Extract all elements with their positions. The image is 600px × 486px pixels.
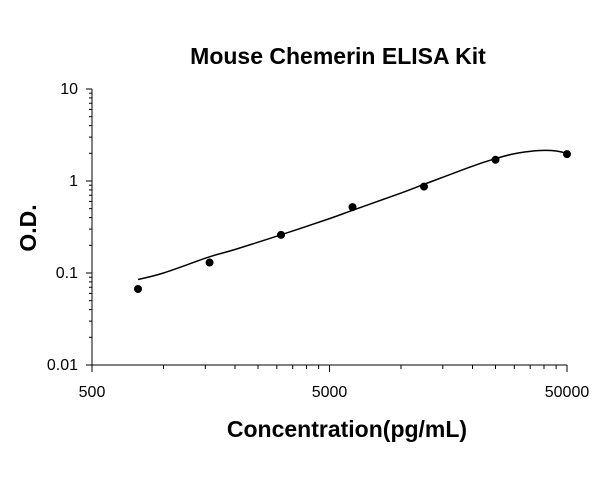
data-point — [277, 230, 286, 239]
y-axis-label: O.D. — [15, 204, 41, 251]
x-tick-label: 50000 — [545, 384, 590, 401]
y-tick-label: 10 — [60, 81, 78, 98]
data-point — [133, 285, 142, 294]
data-point — [563, 150, 571, 159]
x-tick-label: 500 — [79, 384, 106, 401]
x-tick-label: 5000 — [312, 384, 348, 401]
y-tick-label: 0.01 — [47, 357, 78, 374]
x-axis-label: Concentration(pg/mL) — [227, 416, 467, 442]
data-point — [420, 182, 429, 191]
data-points — [133, 150, 571, 294]
fit-curve — [137, 149, 568, 281]
fit-curve-group — [137, 149, 568, 281]
data-point — [491, 155, 500, 164]
axes — [86, 88, 568, 372]
data-point — [348, 203, 357, 212]
data-point — [205, 258, 214, 267]
chart-title: Mouse Chemerin ELISA Kit — [190, 43, 486, 69]
y-tick-label: 1 — [69, 173, 78, 190]
y-tick-label: 0.1 — [56, 265, 78, 282]
